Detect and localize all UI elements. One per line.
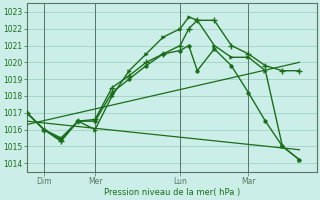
X-axis label: Pression niveau de la mer( hPa ): Pression niveau de la mer( hPa ) [104, 188, 240, 197]
